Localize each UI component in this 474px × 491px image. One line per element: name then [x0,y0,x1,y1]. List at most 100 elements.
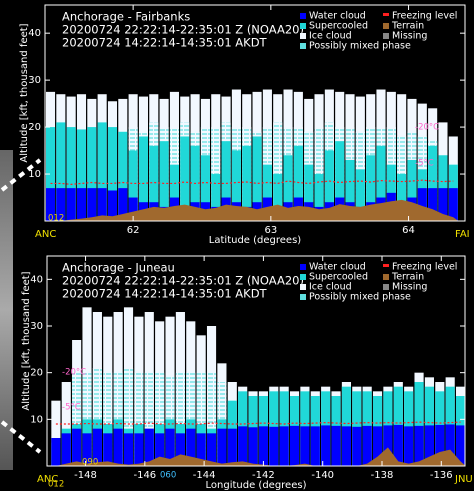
cloud-column [262,164,272,221]
legend-label: Water cloud [309,11,366,22]
cloud-column [92,368,102,466]
cloud-column [331,425,341,466]
cloud-column [455,425,466,466]
cloud-column [66,188,76,221]
cloud-column [82,372,92,466]
y-tick-label: 20 [30,368,43,379]
cloud-column [362,425,372,466]
cloud-column [300,426,310,466]
cloud-column [414,425,424,466]
cloud-column [217,428,227,466]
cloud-column [206,372,217,466]
cloud-column [82,433,92,466]
legend-swatch [300,33,306,39]
cloud-column [76,188,87,221]
cloud-column [87,188,97,221]
freezing-level-line [55,421,461,425]
cloud-column [118,188,128,221]
cloud-column [155,433,165,466]
cloud-column [128,197,138,221]
chart-subtitle: 20200724 14:22:14-14:35:01 AKDT [62,287,268,301]
terrain-area [45,199,459,221]
cloud-column [128,150,138,221]
cloud-column [321,425,331,466]
cloud-column [248,427,258,466]
cloud-column [293,145,303,221]
legend-swatch [383,264,389,267]
legend-swatch [300,264,306,270]
cloud-column [144,428,154,466]
legend-swatch [300,294,306,300]
cloud-column [372,426,383,466]
satellite-strip [0,150,13,470]
cloud-column [87,127,97,221]
x-tick-label: 63 [264,225,277,236]
cloud-column [118,131,128,221]
x-axis-label: Longitude (degrees) [206,480,307,491]
cloud-column [107,127,118,221]
cloud-column [258,426,268,466]
chart-title: Anchorage - Fairbanks [62,10,190,24]
legend-swatch [383,33,389,39]
cloud-column [113,372,123,466]
legend-swatch [300,23,306,29]
start-label: ANC [37,474,58,485]
route-line [0,420,42,454]
cloud-column [134,372,144,466]
cloud-column [242,145,252,221]
plot-frame [46,255,466,467]
x-tick-label: -138 [371,470,394,481]
cloud-column [366,155,376,221]
cloud-column [273,174,283,221]
cloud-column [61,433,71,466]
chart-title: Anchorage - Juneau [62,261,175,275]
y-tick-label: 10 [28,169,41,180]
legend-swatch [300,43,306,49]
legend-label: Ice cloud [309,282,352,293]
cloud-column [123,433,134,466]
cloud-column [123,368,134,466]
cloud-column [159,141,169,221]
cloud-column [107,190,118,221]
cloud-column [211,174,221,221]
legend-swatch [383,274,389,280]
annotation: -5°C [62,403,81,413]
annotation: 090 [82,458,98,468]
end-label: JNU [454,474,473,485]
x-tick-label: -136 [430,470,453,481]
cloud-column [352,426,362,466]
cloud-column [227,428,237,466]
legend-label: Water cloud [309,262,366,273]
cloud-column [269,426,279,466]
annotation: -20°C [415,123,439,133]
x-tick-label: -142 [252,470,275,481]
legend-label: Freezing level [392,262,457,273]
cloud-column [335,141,345,221]
cloud-column [56,188,66,221]
cloud-column [252,136,262,221]
legend-swatch [383,284,389,290]
cloud-column [397,174,407,221]
cloud-column [51,438,61,466]
cloud-column [76,129,87,221]
cloud-column [314,174,324,221]
cloud-column [279,426,289,466]
cloud-column [180,136,190,221]
legend-label: Supercooled [309,21,368,32]
cloud-column [445,424,455,466]
cloud-column [231,150,241,221]
cloud-column [417,188,427,221]
chart-subtitle: 20200724 22:22:14-22:35:01 Z (NOAA20) [62,274,304,288]
cloud-column [324,150,334,221]
x-tick-label: 64 [402,225,415,236]
cloud-column [428,188,438,221]
chart-subtitle: 20200724 14:22:14-14:35:01 AKDT [62,36,268,50]
cloud-column [404,426,414,466]
cloud-column [97,122,107,221]
annotation: 012 [48,214,64,224]
cloud-column [51,400,61,466]
cloud-column [72,372,82,466]
cloud-column [283,155,293,221]
cloud-column [438,188,448,221]
